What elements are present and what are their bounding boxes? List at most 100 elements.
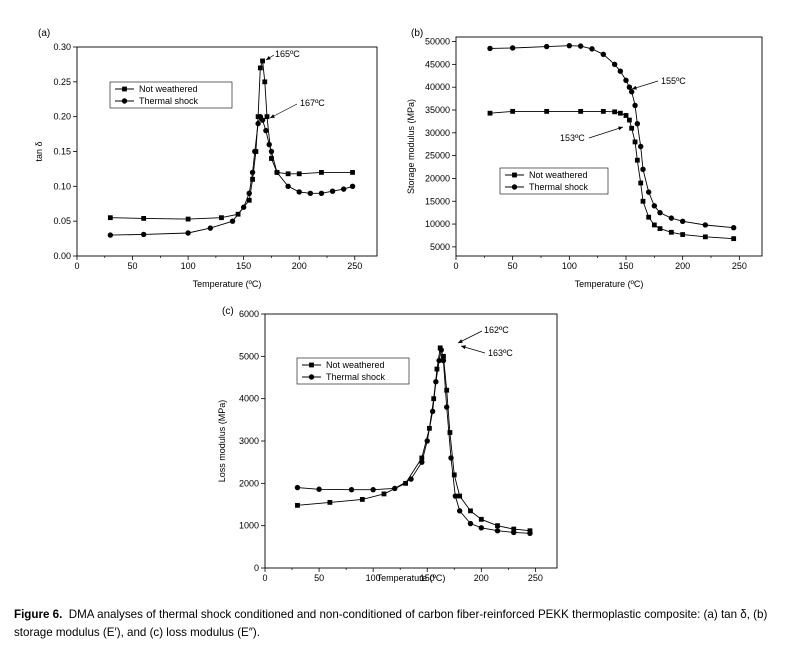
panel-b-y-tick-label: 15000 (425, 196, 450, 206)
panel-c-series-thermal-shock-point (440, 357, 447, 364)
panel-c-y-tick-label: 0 (254, 563, 259, 573)
panel-a-series-not-weathered-point (219, 215, 224, 221)
panel-c-series-not-weathered-point (478, 516, 484, 522)
panel-c-series-not-weathered-point (403, 480, 408, 486)
panel-a-series-thermal-shock-point (285, 183, 291, 190)
panel-a-tan-delta: 0 50 100 150 200 250 0.00 0.05 0.10 0.15 0.20 0.25 0… (34, 28, 378, 289)
panel-b-legend: Not weathered Thermal shock (499, 167, 609, 195)
panel-b-series-thermal-shock-line (489, 45, 734, 229)
panel-a-series-thermal-shock-point (268, 148, 275, 155)
panel-c-loss-modulus: 0 50 100 150 200 250 0 1000 2000 3000 4000 5000 6000… (217, 306, 558, 583)
panel-a-series-not-weathered-point (264, 114, 270, 120)
panel-c-series-not-weathered-point (441, 353, 446, 359)
panel-c-y-tick-label: 4000 (239, 394, 259, 404)
panel-c-series-thermal-shock-point (419, 459, 425, 465)
panel-b-x-tick-label: 250 (732, 261, 747, 271)
panel-c-y-tick-label: 2000 (239, 478, 259, 488)
panel-a-series-thermal-shock-point (349, 183, 356, 190)
panel-c-series-thermal-shock-point (467, 520, 474, 527)
panel-a-series-not-weathered-point (246, 197, 252, 203)
panel-a-x-tick-label: 200 (292, 261, 307, 271)
panel-a-y-tick-label: 0.25 (53, 77, 71, 87)
panel-c-series-not-weathered-point (434, 366, 440, 372)
panel-c-series-not-weathered-point (381, 491, 387, 497)
panel-a-legend-label: Thermal shock (139, 96, 199, 106)
panel-a-series-not-weathered-point (185, 216, 191, 222)
panel-b-series-thermal-shock-point (628, 89, 635, 95)
panel-c-x-tick-label: 100 (366, 573, 381, 583)
panel-b-series-not-weathered-point (680, 232, 686, 237)
panel-b-x-tick-label: 150 (618, 261, 633, 271)
panel-b-series-not-weathered-point (612, 109, 618, 115)
panel-c-series-thermal-shock-point (294, 484, 301, 491)
panel-b-y-tick-label: 30000 (425, 128, 450, 138)
panel-b-y-tick-label: 25000 (425, 151, 450, 161)
panel-a-series-thermal-shock-point (207, 225, 214, 231)
panel-b-series-not-weathered-point (629, 125, 635, 131)
panel-b-series-thermal-shock-point (632, 102, 638, 109)
panel-a-series-not-weathered-point (262, 79, 268, 85)
panel-b-y-tick-label: 10000 (425, 219, 450, 229)
panel-b-series-thermal-shock-point (509, 45, 516, 51)
panel-b-series-not-weathered-point (638, 180, 644, 186)
panel-b-series-thermal-shock-point (651, 203, 658, 209)
panel-c-series-not-weathered-point (511, 526, 517, 532)
panel-b-series-thermal-shock-point (640, 166, 646, 173)
panel-c-series-not-weathered-point (295, 502, 300, 508)
panel-c-legend: Not weathered Thermal shock (296, 357, 410, 385)
panel-b-series-thermal-shock-point (487, 45, 493, 52)
panel-a-y-axis-title: tan δ (34, 141, 44, 161)
panel-b-series-thermal-shock-point (668, 215, 675, 221)
panel-a-series-thermal-shock-point (140, 231, 147, 238)
panel-a-annotation-label: 165ºC (275, 49, 300, 59)
panel-a-series-thermal-shock-point (274, 169, 280, 176)
panel-a-series-thermal-shock-point (307, 190, 314, 196)
panel-c-series-not-weathered-point (457, 493, 463, 499)
panel-b-series-thermal-shock-point (702, 222, 709, 228)
panel-c-x-tick-label: 0 (262, 573, 267, 583)
panel-b-series-thermal-shock-point (634, 120, 641, 127)
panel-a-plot-frame (76, 46, 378, 257)
panel-b-series-not-weathered-point (487, 110, 493, 116)
panel-c-y-tick-label: 6000 (239, 309, 259, 319)
panel-b-series-thermal-shock-point (543, 43, 550, 50)
panel-b-x-axis-title: Temperature (ºC) (575, 279, 644, 289)
panel-a-series-thermal-shock-point (249, 169, 256, 176)
panel-c-series-thermal-shock-point (316, 486, 322, 492)
panel-c-series-thermal-shock-line (297, 349, 531, 534)
panel-c-series-thermal-shock-point (408, 476, 414, 482)
panel-b-y-tick-label: 20000 (425, 173, 450, 183)
panel-c-legend-box (296, 357, 410, 385)
panel-c-annotation-arrow-head (461, 345, 466, 350)
panel-a-series-thermal-shock-point (340, 186, 347, 192)
panel-a-legend: Not weathered Thermal shock (109, 81, 233, 109)
panel-b-legend-marker (512, 172, 517, 178)
panel-a-series-thermal-shock-point (252, 148, 258, 155)
panel-a-series-thermal-shock-point (185, 230, 191, 236)
panel-c-series-thermal-shock-point (433, 379, 439, 385)
panel-a-x-axis-title: Temperature (ºC) (193, 279, 262, 289)
panel-a-series-thermal-shock-line (110, 115, 353, 236)
panel-c-annotation-arrow-head (458, 339, 463, 343)
panel-c-x-tick-label: 50 (314, 573, 324, 583)
panel-b-y-tick-label: 40000 (425, 82, 450, 92)
panel-c-series-thermal-shock-point (452, 493, 459, 499)
panel-b-series-thermal-shock-point (626, 84, 633, 90)
figure-caption: Figure 6. DMA analyses of thermal shock … (14, 606, 788, 642)
panel-b-series-not-weathered-point (632, 139, 638, 145)
panel-a-y-tick-label: 0.00 (53, 251, 71, 261)
panel-b-series-not-weathered-point (634, 157, 640, 163)
panel-c-legend-label: Thermal shock (326, 372, 386, 382)
panel-c-series-thermal-shock-point (478, 525, 484, 531)
panel-b-series-thermal-shock-point (600, 51, 607, 58)
panel-b-y-tick-label: 5000 (430, 242, 450, 252)
panel-a-series-thermal-shock-point (329, 188, 336, 194)
panel-a-annotation-arrow-head (266, 55, 271, 60)
panel-b-annotation-label: 153ºC (560, 133, 585, 143)
panel-b-series-not-weathered-point (657, 226, 663, 232)
panel-b-series-not-weathered-point (651, 222, 657, 228)
panel-c-series-thermal-shock-point (448, 455, 454, 461)
panel-b-y-tick-label: 35000 (425, 105, 450, 115)
panel-b-series-not-weathered-point (600, 108, 606, 114)
panel-b-x-tick-label: 200 (675, 261, 690, 271)
